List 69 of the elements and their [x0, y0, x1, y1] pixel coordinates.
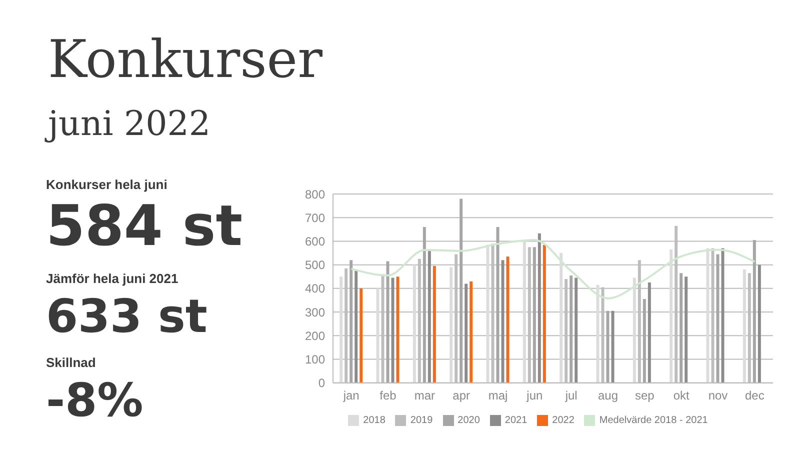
y-tick-label: 100 — [304, 352, 326, 367]
bar — [360, 288, 363, 383]
bar — [611, 310, 614, 383]
bar — [670, 249, 673, 383]
y-tick-label: 0 — [318, 376, 326, 390]
legend-label: 2019 — [410, 415, 433, 426]
y-tick-label: 600 — [304, 234, 326, 248]
chart-title: Konkurser — [48, 30, 322, 90]
text: Konkurser hela juni — [46, 176, 168, 194]
bar — [752, 240, 756, 383]
bar — [460, 198, 463, 383]
y-tick-label: 800 — [304, 187, 326, 202]
x-tick-label: feb — [380, 388, 397, 402]
bar — [642, 299, 646, 383]
bar — [391, 278, 394, 383]
bar — [542, 244, 546, 383]
bar — [496, 227, 500, 383]
text: Jämför hela juni 2021 — [46, 270, 180, 288]
text: -8% — [46, 372, 144, 428]
legend-label: 2022 — [552, 415, 574, 426]
bar — [354, 270, 358, 383]
x-tick-label: jan — [342, 388, 360, 402]
bar — [340, 276, 343, 383]
bar — [758, 264, 761, 383]
bar — [501, 260, 504, 383]
bar — [464, 284, 468, 383]
bar — [396, 276, 400, 383]
y-tick-label: 300 — [304, 305, 326, 320]
bar — [570, 275, 573, 383]
text: 584 st — [46, 194, 244, 260]
x-tick-label: dec — [744, 388, 764, 402]
bar — [560, 253, 563, 383]
bar — [470, 281, 473, 383]
bar — [574, 278, 578, 383]
bar — [716, 254, 720, 383]
x-tick-label: jul — [564, 388, 578, 402]
x-tick-label: apr — [452, 388, 470, 402]
line-series — [350, 239, 756, 300]
text: 633 st — [46, 288, 208, 344]
y-tick-label: 500 — [304, 258, 326, 272]
bar — [386, 261, 390, 383]
legend-label: 2020 — [458, 415, 480, 426]
bar — [538, 233, 541, 383]
legend-label: 2018 — [363, 415, 386, 426]
legend-label: Medelvärde 2018 - 2021 — [599, 415, 708, 426]
bar — [606, 310, 610, 383]
bar — [721, 248, 724, 383]
bar — [684, 276, 688, 383]
bar — [680, 273, 683, 383]
y-tick-label: 200 — [304, 328, 326, 343]
y-tick-label: 400 — [304, 282, 326, 296]
bar — [428, 249, 431, 383]
x-tick-label: aug — [598, 388, 618, 402]
bar — [350, 260, 353, 383]
x-tick-label: sep — [634, 388, 655, 402]
x-tick-label: jun — [526, 388, 543, 402]
x-tick-label: maj — [488, 388, 508, 402]
bar — [532, 247, 536, 383]
x-tick-label: okt — [673, 388, 690, 402]
bar — [648, 282, 651, 383]
bar — [422, 227, 426, 383]
x-tick-label: mar — [414, 388, 436, 402]
text: Skillnad — [46, 354, 97, 372]
bar — [432, 266, 436, 383]
x-tick-label: nov — [708, 388, 728, 402]
legend-label: 2021 — [504, 415, 528, 426]
bar — [506, 256, 510, 383]
bar — [450, 267, 453, 383]
y-tick-label: 700 — [304, 210, 326, 225]
